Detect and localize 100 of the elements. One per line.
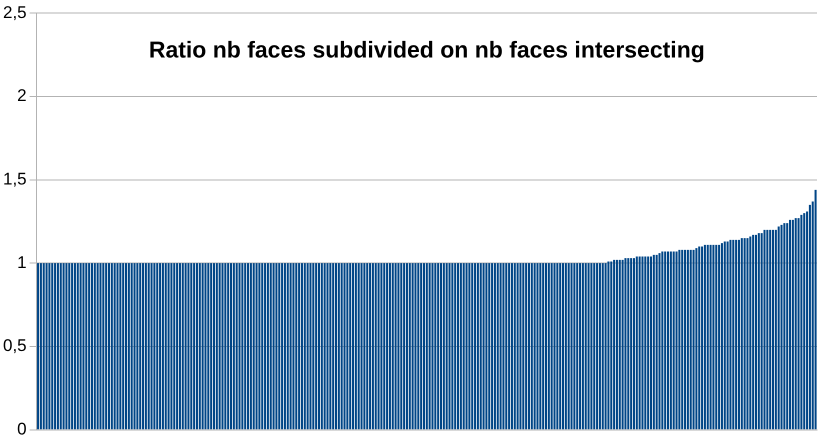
- bar: [156, 263, 158, 430]
- bar: [724, 241, 726, 430]
- y-tick-label: 2: [17, 86, 27, 106]
- bar: [528, 263, 530, 430]
- bar: [153, 263, 156, 430]
- bar: [428, 263, 431, 430]
- bar: [496, 263, 499, 430]
- bar: [553, 263, 556, 430]
- bar: [536, 263, 539, 430]
- bar: [690, 250, 692, 430]
- bar: [448, 263, 451, 430]
- bar: [408, 263, 411, 430]
- bar: [451, 263, 454, 430]
- bar: [298, 263, 300, 430]
- bar: [548, 263, 550, 430]
- bar: [136, 263, 138, 430]
- bar: [238, 263, 241, 430]
- bar: [406, 263, 408, 430]
- bar: [564, 263, 567, 430]
- bar: [500, 263, 502, 430]
- bar: [792, 220, 794, 430]
- bar: [284, 263, 286, 430]
- bar: [613, 260, 616, 430]
- bar: [332, 263, 334, 430]
- bar: [60, 263, 62, 430]
- bar: [85, 263, 88, 430]
- bar: [686, 250, 689, 430]
- bar: [224, 263, 226, 430]
- bar: [735, 240, 738, 430]
- bar: [394, 263, 397, 430]
- y-tick-label: 2,5: [2, 2, 27, 22]
- bar: [125, 263, 128, 430]
- bar: [320, 263, 323, 430]
- bar: [596, 263, 598, 430]
- bar: [306, 263, 309, 430]
- bar: [636, 256, 638, 430]
- bar: [88, 263, 90, 430]
- bar: [397, 263, 400, 430]
- bar: [150, 263, 153, 430]
- bar: [304, 263, 306, 430]
- bar: [90, 263, 93, 430]
- bar: [326, 263, 329, 430]
- bar: [661, 251, 664, 430]
- bar: [193, 263, 196, 430]
- bar: [51, 263, 54, 430]
- bar: [752, 234, 754, 430]
- bar: [672, 251, 675, 430]
- bar: [698, 246, 700, 430]
- bar: [139, 263, 142, 430]
- bar: [718, 244, 720, 430]
- bar: [508, 263, 510, 430]
- bar: [644, 256, 646, 430]
- bar: [102, 263, 104, 430]
- bar: [168, 263, 170, 430]
- bar: [454, 263, 456, 430]
- bar: [374, 263, 377, 430]
- bar: [312, 263, 314, 430]
- bar: [544, 263, 548, 430]
- text: Ratio nb faces subdivided on nb faces intersecting: [148, 36, 705, 63]
- bar: [386, 263, 388, 430]
- bar: [281, 263, 284, 430]
- bar: [349, 263, 352, 430]
- bar: [128, 263, 130, 430]
- bar: [590, 263, 592, 430]
- bar: [227, 263, 230, 430]
- bar: [440, 263, 442, 430]
- bar: [134, 263, 136, 430]
- bar: [56, 263, 59, 430]
- bar: [198, 263, 201, 430]
- bar: [446, 263, 448, 430]
- bar: [754, 234, 758, 430]
- bar: [431, 263, 434, 430]
- bar: [65, 263, 68, 430]
- bar: [562, 263, 564, 430]
- y-tick-label: 1: [17, 252, 27, 272]
- bar: [272, 263, 275, 430]
- bar: [706, 244, 709, 430]
- bar: [568, 263, 570, 430]
- bar: [474, 263, 476, 430]
- bar: [119, 263, 122, 430]
- bar: [598, 263, 601, 430]
- bar: [616, 260, 618, 430]
- y-tick-label: 0: [17, 419, 27, 438]
- bar: [468, 263, 470, 430]
- bar: [48, 263, 50, 430]
- bar: [491, 263, 494, 430]
- bar: [241, 263, 244, 430]
- bar: [462, 263, 465, 430]
- bar: [760, 233, 763, 430]
- bar: [457, 263, 460, 430]
- bar: [519, 263, 522, 430]
- bar: [556, 263, 558, 430]
- bar: [403, 263, 406, 430]
- bar: [216, 263, 218, 430]
- bar: [338, 263, 340, 430]
- bar: [530, 263, 533, 430]
- bar: [720, 243, 723, 430]
- bar: [159, 263, 162, 430]
- bar: [258, 263, 260, 430]
- bar: [369, 263, 372, 430]
